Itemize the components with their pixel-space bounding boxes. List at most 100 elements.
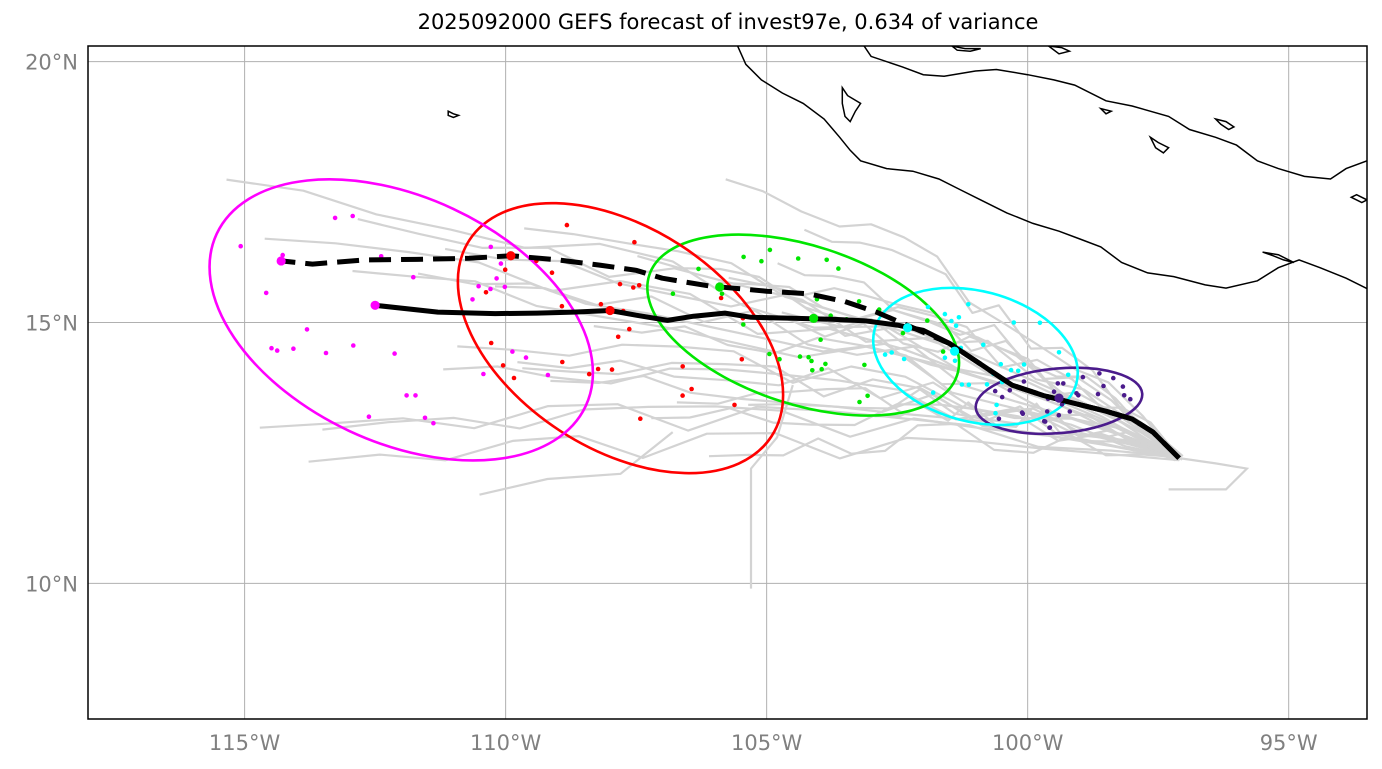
member-dot-t1 [1042, 419, 1048, 424]
member-dot-t4 [617, 281, 623, 287]
member-dot-t3 [777, 356, 782, 362]
ensemble-track [708, 422, 1182, 459]
ensemble-track [522, 361, 1181, 458]
member-dot-t2 [901, 356, 907, 362]
member-dot-t1 [1021, 379, 1027, 384]
member-dot-t2 [993, 410, 998, 416]
member-dot-t3 [696, 266, 701, 272]
member-dot-t5 [280, 252, 286, 258]
dashed-mean-track [280, 253, 1181, 460]
member-dot-t2 [882, 352, 888, 357]
member-dot-t4 [549, 270, 555, 276]
member-dot-t5 [350, 213, 356, 219]
y-tick-label: 20°N [25, 51, 78, 75]
mean-marker-t4 [506, 251, 516, 261]
member-dot-t1 [1111, 375, 1116, 381]
member-dot-t2 [1056, 350, 1062, 355]
member-dot-t5 [304, 327, 310, 332]
mean-marker-t3 [715, 282, 725, 292]
member-dot-t1 [1051, 389, 1057, 395]
member-dot-t5 [392, 351, 397, 356]
member-dot-t5 [332, 215, 338, 221]
ensemble-track [479, 431, 674, 496]
member-dot-t5 [323, 350, 329, 356]
member-dot-t4 [560, 359, 565, 365]
member-dot-t2 [981, 342, 986, 348]
member-dot-t3 [856, 299, 862, 304]
map-title: 2025092000 GEFS forecast of invest97e, 0… [417, 10, 1039, 34]
ensemble-track [550, 374, 1179, 461]
member-dot-t4 [483, 290, 489, 295]
mexico-coastline [447, 46, 1367, 290]
member-dot-t4 [586, 371, 592, 377]
member-dot-t3 [797, 354, 803, 359]
member-dot-t3 [900, 330, 906, 336]
member-dot-t1 [999, 394, 1005, 400]
member-dot-t2 [1065, 372, 1071, 378]
member-dot-t4 [615, 334, 621, 340]
uncertainty-ellipses [208, 178, 1144, 475]
mean-marker-t5 [370, 300, 380, 310]
member-dot-t1 [1120, 384, 1126, 389]
member-dot-t2 [966, 382, 972, 388]
member-dot-t3 [823, 361, 828, 367]
member-dot-t4 [680, 393, 685, 398]
solid-mean-track [374, 302, 1181, 460]
ellipse-t1 [974, 366, 1144, 436]
member-dot-t2 [1021, 362, 1027, 367]
ensemble-track [517, 359, 1182, 460]
member-dot-t5 [291, 346, 296, 352]
member-dot-t3 [810, 368, 815, 373]
ensemble-track [777, 262, 1178, 459]
member-dot-t1 [1019, 410, 1025, 415]
gridlines [88, 46, 1367, 719]
member-dot-t2 [994, 402, 999, 408]
member-dot-t5 [476, 283, 481, 289]
member-dot-t5 [523, 355, 529, 360]
member-dot-t3 [741, 322, 746, 327]
ensemble-track [1168, 457, 1250, 491]
ellipse-t3 [646, 233, 961, 417]
member-dot-t1 [1056, 412, 1062, 418]
x-tick-label: 115°W [209, 731, 281, 755]
member-dot-t1 [1121, 393, 1127, 398]
member-dot-t2 [930, 390, 936, 395]
axis-ticks: 115°W 110°W 105°W 100°W 95°W 20°N 15°N 10°N [25, 51, 1318, 755]
member-dot-t5 [238, 243, 243, 249]
member-dot-t5 [413, 393, 418, 398]
member-dot-t4 [488, 340, 494, 346]
ensemble-track [803, 228, 1182, 460]
ensemble-track [781, 311, 1184, 457]
member-dot-t4 [732, 402, 737, 408]
member-dot-t5 [494, 276, 499, 281]
member-dot-t5 [510, 349, 515, 354]
member-dot-t1 [992, 388, 998, 394]
island [1262, 251, 1295, 264]
member-dot-t2 [1008, 367, 1014, 373]
plot-frame [87, 45, 1368, 720]
mean-marker-t1 [1054, 393, 1064, 403]
ensemble-track [749, 384, 794, 589]
member-dot-t3 [759, 258, 764, 264]
member-dot-t5 [502, 284, 508, 290]
member-dot-t4 [511, 375, 517, 381]
x-tick-label: 100°W [992, 731, 1064, 755]
member-dot-t2 [925, 304, 931, 310]
island [1047, 46, 1072, 55]
member-dot-t4 [598, 301, 604, 307]
member-dot-t5 [263, 290, 269, 296]
member-dot-t2 [889, 350, 894, 355]
member-positions [238, 213, 1133, 431]
member-dot-t3 [819, 366, 824, 372]
x-tick-label: 110°W [470, 731, 542, 755]
member-dot-t4 [500, 363, 506, 368]
member-dot-t1 [1044, 409, 1050, 414]
mean-tracks [280, 253, 1181, 460]
y-tick-label: 15°N [25, 312, 78, 336]
member-dot-t5 [470, 297, 475, 302]
member-dot-t1 [1059, 402, 1065, 407]
member-dot-t4 [638, 416, 643, 422]
member-dot-t5 [422, 415, 428, 421]
member-dot-t3 [925, 318, 930, 323]
member-dot-t3 [836, 266, 841, 271]
